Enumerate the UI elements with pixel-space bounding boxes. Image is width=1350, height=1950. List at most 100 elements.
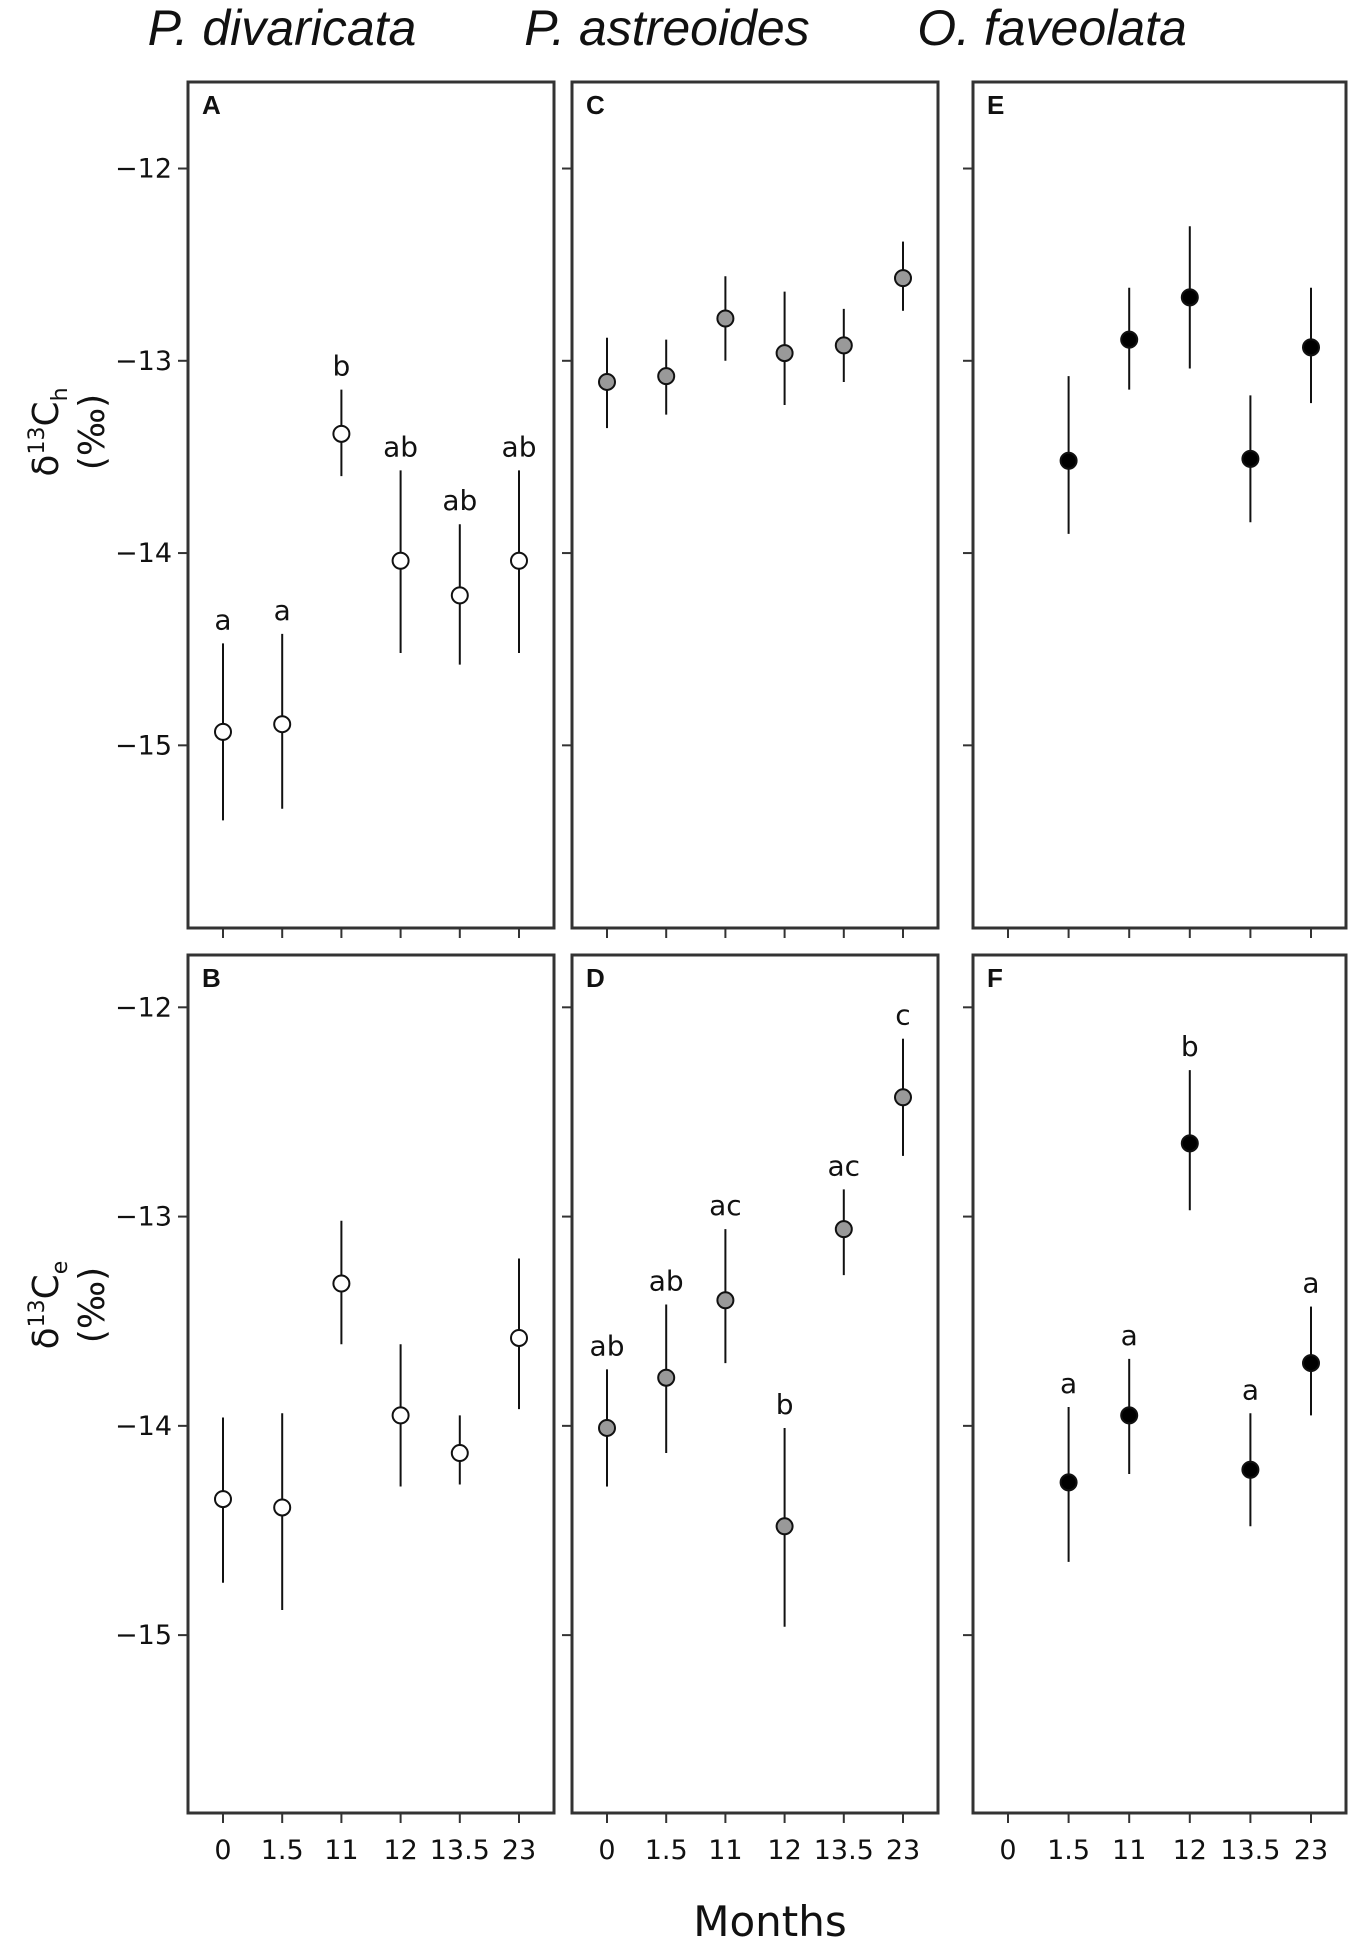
panel-C: C (562, 80, 940, 938)
panel-label-a: A (202, 90, 221, 120)
data-point-d (834, 1220, 853, 1239)
data-point-f (1180, 1134, 1199, 1153)
y-axis-label-top: δ13Ch (‰) (25, 387, 113, 476)
panel-label-c: C (586, 90, 605, 120)
y-axis-label-bottom-symbol: δ13Ce (25, 1261, 73, 1350)
data-point-c (598, 372, 616, 391)
x-tick-label-d: 13.5 (814, 1835, 874, 1866)
y-tick-label-a: −13 (115, 346, 172, 377)
y-axis-label-top-symbol: δ13Ch (25, 387, 73, 476)
data-point-b (391, 1406, 410, 1425)
data-point-b (273, 1498, 292, 1517)
data-point-d (775, 1517, 794, 1536)
y-tick-label-b: −14 (115, 1411, 172, 1442)
x-tick-label-f: 13.5 (1220, 1835, 1280, 1866)
significance-letter-d: b (776, 1388, 794, 1421)
data-point-e (1302, 338, 1320, 357)
significance-letter-a: ab (442, 484, 477, 517)
data-point-d (598, 1418, 616, 1437)
species-title-o-faveolata: O. faveolata (917, 0, 1187, 56)
y-axis-label-top-unit: (‰) (72, 394, 113, 470)
data-point-a (214, 722, 232, 741)
significance-letter-a: b (333, 350, 351, 383)
data-point-d (894, 1088, 912, 1107)
data-point-c (894, 269, 912, 288)
x-tick-label-b: 1.5 (261, 1835, 304, 1866)
significance-letter-a: a (274, 594, 291, 627)
data-point-f (1120, 1406, 1139, 1425)
panel-label-d: D (586, 963, 605, 993)
data-point-c (834, 336, 853, 355)
panel-label-e: E (987, 90, 1004, 120)
data-point-c (716, 309, 735, 328)
data-point-c (775, 344, 794, 363)
panel-F: F 0 1.5 11 12 13.5 23 a a b a a (963, 953, 1348, 1866)
data-point-a (391, 551, 410, 570)
significance-letter-d: ab (649, 1264, 684, 1297)
data-point-d (657, 1368, 676, 1387)
data-point-e (1120, 330, 1139, 349)
x-tick-label-f: 23 (1294, 1835, 1328, 1866)
panel-frame-f (971, 953, 1348, 1815)
significance-letter-f: a (1060, 1367, 1077, 1400)
x-tick-label-f: 0 (999, 1835, 1016, 1866)
x-tick-label-d: 11 (708, 1835, 742, 1866)
data-point-b (510, 1328, 528, 1347)
panel-E: E (963, 80, 1348, 938)
significance-letter-a: ab (383, 430, 418, 463)
x-tick-label-d: 23 (886, 1835, 920, 1866)
x-tick-label-b: 23 (502, 1835, 536, 1866)
data-point-f (1059, 1473, 1078, 1492)
y-tick-label-a: −15 (115, 730, 172, 761)
data-point-c (657, 367, 676, 386)
data-point-a (332, 424, 351, 443)
y-axis-label-bottom: δ13Ce (‰) (25, 1261, 113, 1350)
panel-frame-a (186, 80, 556, 930)
x-tick-label-f: 11 (1112, 1835, 1146, 1866)
x-tick-label-b: 12 (383, 1835, 417, 1866)
y-tick-label-a: −12 (115, 154, 172, 185)
panel-label-b: B (202, 963, 221, 993)
significance-letter-d: ac (828, 1149, 861, 1182)
data-point-f (1302, 1354, 1320, 1373)
panel-label-f: F (987, 963, 1003, 993)
panel-frame-d (570, 953, 940, 1815)
y-axis-label-bottom-unit: (‰) (72, 1267, 113, 1343)
data-point-a (273, 715, 292, 734)
x-tick-label-f: 12 (1173, 1835, 1207, 1866)
x-tick-label-b: 11 (324, 1835, 358, 1866)
panel-frame-b (186, 953, 556, 1815)
data-point-a (510, 551, 528, 570)
significance-letter-f: a (1121, 1319, 1138, 1352)
data-point-b (214, 1490, 232, 1509)
panel-frame-e (971, 80, 1348, 930)
panel-frame-c (570, 80, 940, 930)
x-tick-label-d: 1.5 (645, 1835, 688, 1866)
y-tick-label-b: −15 (115, 1620, 172, 1651)
y-tick-label-b: −12 (115, 992, 172, 1023)
data-point-b (332, 1274, 351, 1293)
x-tick-label-f: 1.5 (1047, 1835, 1090, 1866)
species-title-p-divaricata: P. divaricata (148, 0, 417, 56)
data-point-e (1059, 451, 1078, 470)
significance-letter-f: b (1181, 1030, 1199, 1063)
x-tick-label-b: 13.5 (430, 1835, 490, 1866)
significance-letter-d: ab (590, 1329, 625, 1362)
x-axis-label: Months (693, 1897, 847, 1946)
data-point-a (450, 586, 469, 605)
y-tick-label-b: −13 (115, 1202, 172, 1233)
species-title-p-astreoides: P. astreoides (524, 0, 809, 56)
y-tick-label-a: −14 (115, 538, 172, 569)
data-point-d (716, 1291, 735, 1310)
significance-letter-f: a (1242, 1373, 1259, 1406)
x-tick-label-d: 12 (767, 1835, 801, 1866)
significance-letter-a: ab (502, 430, 537, 463)
panel-B: B −12 −13 −14 −15 0 1.5 11 12 13.5 23 (115, 953, 556, 1866)
x-tick-label-b: 0 (214, 1835, 231, 1866)
significance-letter-a: a (214, 603, 231, 636)
data-point-e (1180, 288, 1199, 307)
significance-letter-f: a (1302, 1267, 1319, 1300)
